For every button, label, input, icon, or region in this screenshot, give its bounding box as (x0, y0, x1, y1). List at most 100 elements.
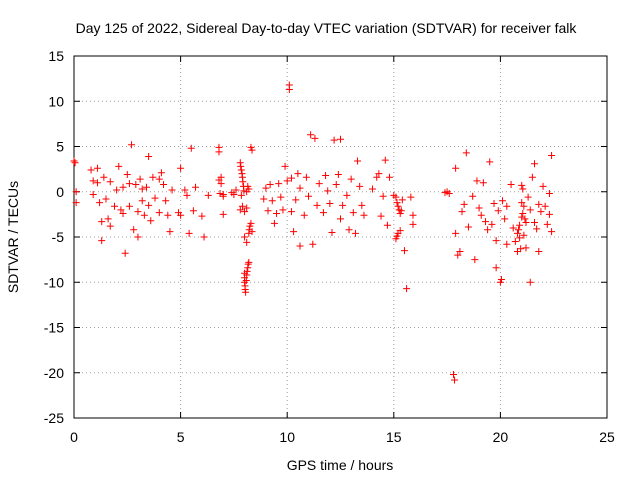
y-tick-label: -15 (44, 320, 64, 336)
data-point (490, 200, 498, 208)
data-point (260, 195, 268, 203)
data-point (111, 202, 119, 210)
data-point (535, 200, 543, 208)
data-point (70, 157, 78, 165)
x-tick-label: 10 (279, 429, 295, 445)
data-point (400, 247, 408, 255)
data-point (518, 181, 526, 189)
data-point (383, 221, 391, 229)
data-point (93, 164, 101, 172)
data-point (281, 162, 289, 170)
data-point (145, 201, 153, 209)
data-point (373, 173, 381, 181)
data-point (243, 238, 251, 246)
data-point (332, 181, 340, 189)
data-point (140, 211, 148, 219)
data-point (232, 186, 240, 194)
data-point (516, 234, 524, 242)
data-point (375, 170, 383, 178)
data-point (486, 158, 494, 166)
data-point (393, 199, 401, 207)
data-point (322, 171, 330, 179)
data-point (337, 215, 344, 223)
y-tick-label: -10 (44, 274, 64, 290)
data-point (98, 237, 106, 245)
data-point (524, 193, 532, 201)
data-point (183, 191, 191, 199)
data-point (147, 217, 155, 225)
data-point (477, 211, 485, 219)
data-point (151, 194, 159, 202)
data-point (515, 226, 523, 234)
data-point (507, 181, 515, 189)
data-point (145, 152, 153, 160)
data-point (177, 164, 185, 172)
data-point (368, 185, 376, 193)
data-point (142, 183, 150, 191)
data-point (164, 211, 172, 219)
data-point (509, 224, 517, 232)
data-point (241, 208, 249, 216)
data-point (294, 170, 302, 178)
data-point (198, 212, 206, 220)
data-point (526, 206, 534, 214)
data-point (337, 135, 344, 143)
data-point (155, 209, 163, 217)
data-point (87, 166, 95, 174)
data-point (155, 175, 163, 183)
data-point (162, 197, 170, 205)
data-point (248, 146, 256, 154)
data-point (543, 220, 551, 228)
data-point (521, 215, 529, 223)
data-point (347, 175, 355, 183)
data-point (456, 247, 464, 255)
data-point (296, 184, 304, 192)
data-point (238, 202, 246, 210)
data-point (217, 173, 225, 181)
data-point (279, 206, 287, 214)
data-point (541, 202, 549, 210)
data-point (520, 202, 528, 210)
data-point (245, 185, 253, 193)
y-axis-label: SDTVAR / TECUs (5, 181, 21, 293)
data-point (104, 215, 112, 223)
data-point (273, 209, 281, 217)
data-point (187, 144, 195, 152)
x-tick-label: 5 (177, 429, 185, 445)
data-point (407, 193, 415, 201)
data-point (102, 195, 110, 203)
data-point (157, 169, 165, 177)
data-point (522, 244, 530, 252)
data-point (499, 197, 507, 205)
x-tick-labels: 0 5 10 15 20 25 (70, 429, 615, 445)
data-point (138, 197, 146, 205)
x-tick-label: 0 (70, 429, 78, 445)
data-point (458, 208, 466, 216)
data-point (200, 233, 208, 241)
data-point (518, 213, 526, 221)
data-point (128, 141, 136, 149)
x-tick-label: 20 (493, 429, 509, 445)
data-point (334, 171, 342, 179)
data-point (475, 204, 483, 212)
data-point (244, 260, 252, 268)
data-point (98, 218, 106, 226)
data-point (237, 162, 245, 170)
data-point (358, 201, 366, 209)
data-point (330, 136, 338, 144)
data-point (452, 164, 460, 172)
data-point (460, 200, 468, 208)
data-point (93, 179, 101, 187)
data-point (292, 196, 300, 204)
data-point (217, 180, 225, 188)
data-point (464, 223, 472, 231)
data-point (89, 190, 97, 198)
data-point (501, 215, 509, 223)
data-point (106, 222, 114, 230)
data-point (449, 371, 457, 379)
data-point (219, 210, 227, 218)
data-point (409, 220, 417, 228)
data-points (70, 81, 556, 384)
data-point (519, 209, 527, 217)
data-point (324, 187, 332, 195)
